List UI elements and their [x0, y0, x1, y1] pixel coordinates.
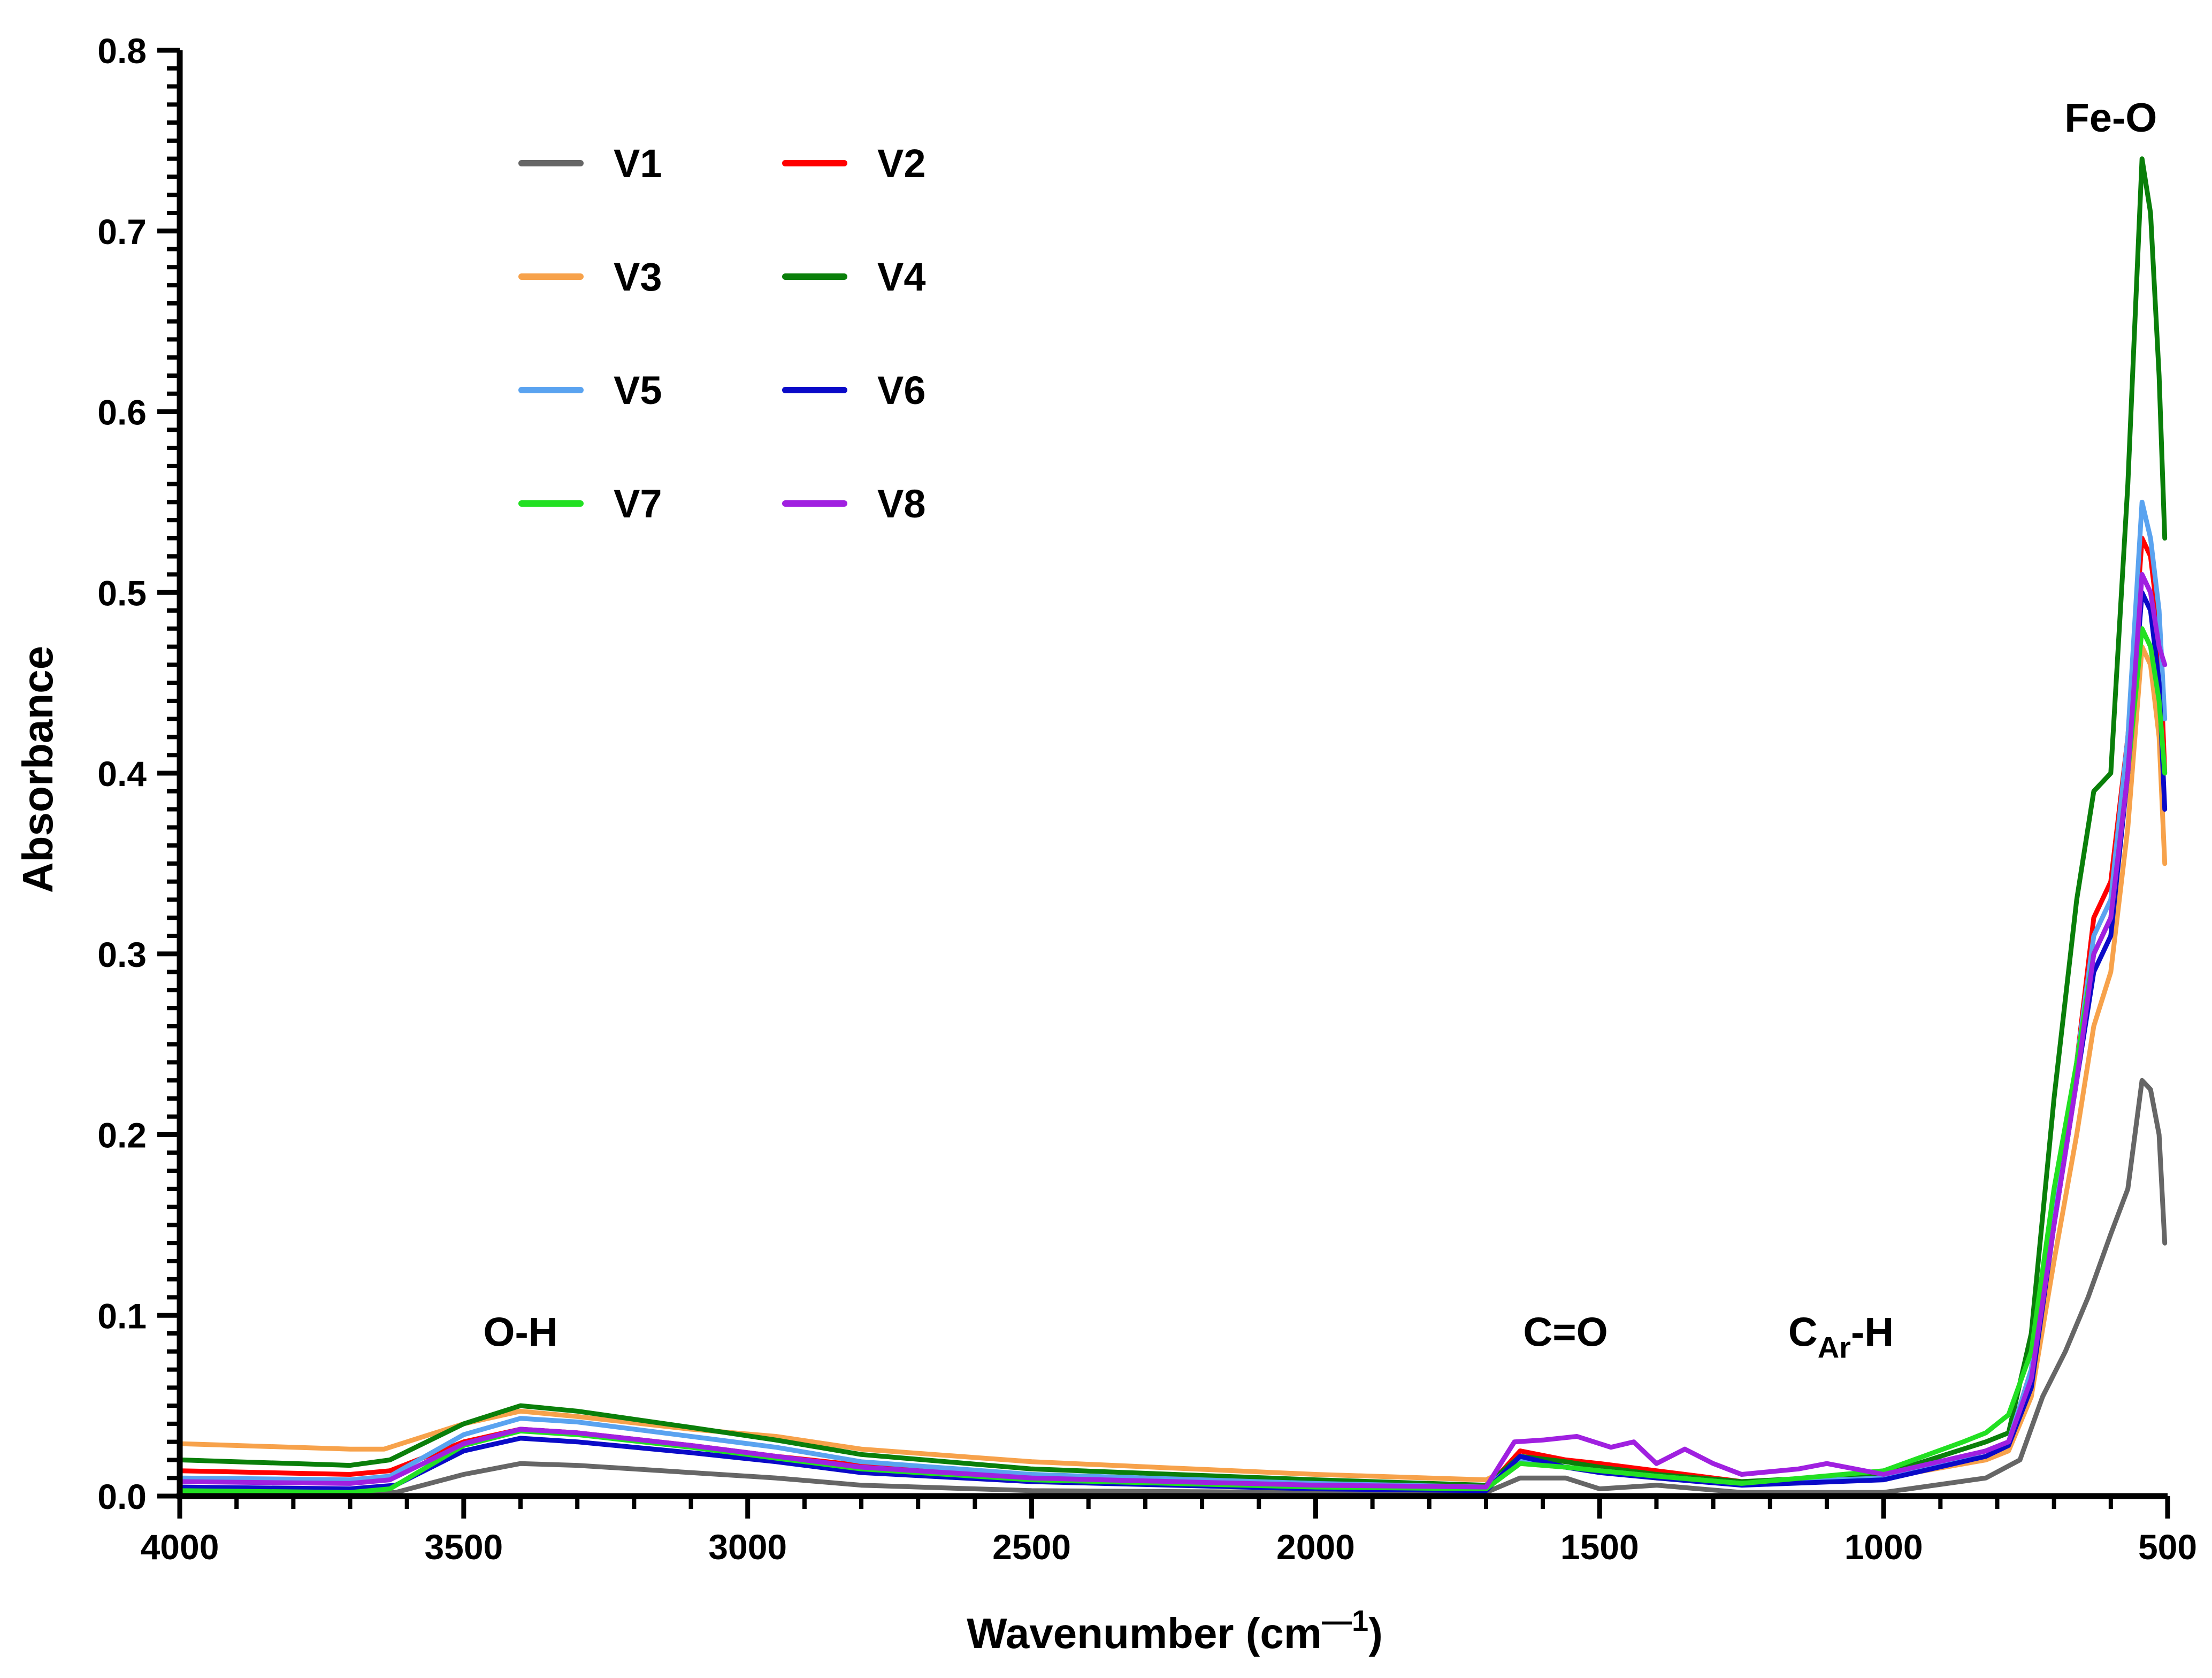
- x-tick-label: 3000: [708, 1527, 787, 1567]
- legend-label: V7: [614, 482, 662, 526]
- y-tick-label: 0.8: [97, 31, 147, 71]
- peak-label-main: C=O: [1523, 1310, 1608, 1355]
- x-tick-label: 1500: [1560, 1527, 1639, 1567]
- x-tick-label: 1000: [1844, 1527, 1923, 1567]
- legend-item-v7: V7: [518, 482, 662, 526]
- series-line-v1: [177, 1078, 2168, 1497]
- y-tick-label: 0.5: [97, 573, 147, 613]
- peak-label-main: Fe-O: [2064, 95, 2157, 141]
- x-tick-label: 2500: [992, 1527, 1071, 1567]
- peak-label: C=O: [1523, 1310, 1608, 1355]
- x-tick-label: 4000: [141, 1527, 219, 1567]
- y-tick-label: 0.7: [97, 212, 147, 251]
- legend-label: V5: [614, 368, 662, 413]
- y-tick-label: 0.6: [97, 393, 147, 432]
- legend-item-v1: V1: [518, 141, 662, 186]
- x-tick-label: 2000: [1276, 1527, 1355, 1567]
- peak-label: CAr-H: [1788, 1310, 1894, 1364]
- peak-label: O-H: [483, 1310, 557, 1355]
- legend-item-v6: V6: [782, 368, 926, 413]
- x-axis-title-close: ): [1368, 1610, 1383, 1657]
- legend-label: V3: [614, 255, 662, 299]
- ticks-layer: 4000 3500 3000 2500 2000 1500 1000 500 0.0 0.1 0.2…: [97, 31, 2197, 1567]
- x-tick-label: 3500: [424, 1527, 503, 1567]
- y-tick-label: 0.0: [97, 1477, 147, 1516]
- x-tick-label: 500: [2138, 1527, 2197, 1567]
- annotations-layer: O-H C=O CAr-H Fe-O: [483, 95, 2157, 1364]
- legend-item-v2: V2: [782, 141, 926, 186]
- peak-label-suffix: -H: [1851, 1310, 1894, 1355]
- legend-item-v5: V5: [518, 368, 662, 413]
- peak-label-main: O-H: [483, 1310, 557, 1355]
- legend-label: V6: [877, 368, 926, 413]
- peak-label-main: C: [1788, 1310, 1818, 1355]
- series-line-v6: [177, 590, 2168, 1493]
- legend-item-v4: V4: [782, 255, 926, 299]
- legend-label: V1: [614, 141, 662, 186]
- axes-layer: [177, 50, 2168, 1499]
- legend-label: V2: [877, 141, 926, 186]
- series-layer: [177, 156, 2168, 1497]
- x-axis-title: Wavenumber (cm—1): [967, 1604, 1383, 1657]
- series-line-v8: [177, 572, 2168, 1490]
- legend-label: V8: [877, 482, 926, 526]
- y-tick-label: 0.1: [97, 1296, 147, 1336]
- legend: V1 V2 V3 V4 V5 V6 V7 V8: [518, 141, 926, 526]
- peak-label: Fe-O: [2064, 95, 2157, 141]
- series-line-v3: [177, 644, 2168, 1484]
- legend-label: V4: [877, 255, 926, 299]
- x-axis-title-main: Wavenumber (cm: [967, 1610, 1322, 1657]
- peak-label-subscript: Ar: [1818, 1331, 1851, 1364]
- series-line-v7: [177, 626, 2168, 1495]
- series-line-v4: [177, 156, 2168, 1488]
- y-tick-label: 0.3: [97, 935, 147, 974]
- x-axis-title-superscript: —1: [1322, 1604, 1368, 1637]
- y-tick-label: 0.4: [97, 754, 147, 794]
- y-axis-title: Absorbance: [14, 646, 62, 893]
- legend-item-v8: V8: [782, 482, 926, 526]
- y-tick-label: 0.2: [97, 1116, 147, 1155]
- legend-item-v3: V3: [518, 255, 662, 299]
